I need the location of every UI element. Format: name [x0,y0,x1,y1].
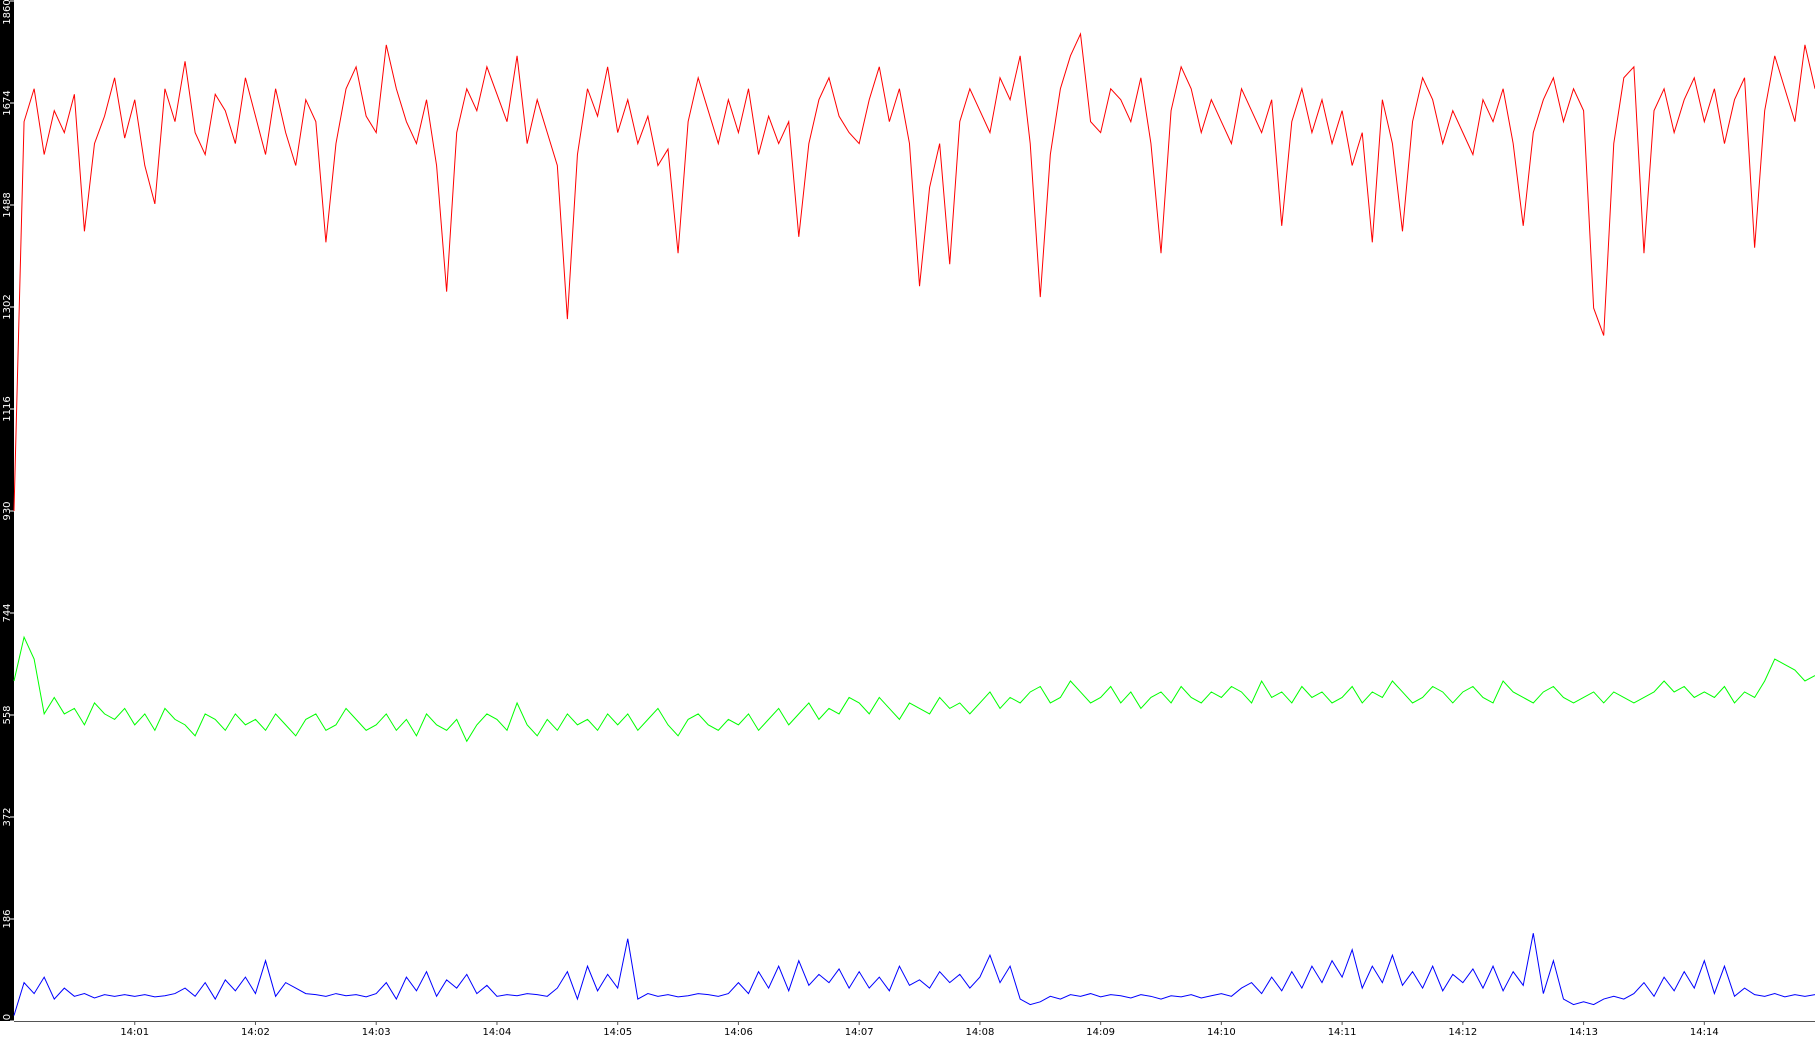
x-tick-label: 14:14 [1690,1027,1719,1038]
x-tick-label: 14:07 [845,1027,874,1038]
series-line [13,933,1815,1016]
series-line [13,635,1815,743]
x-tick-label: 14:09 [1086,1027,1115,1038]
series-line [13,32,1815,512]
x-tick-label: 14:06 [724,1027,753,1038]
y-tick-label: 744 [2,603,13,622]
y-tick-label: 0 [2,1014,13,1020]
x-tick-label: 14:12 [1448,1027,1477,1038]
x-tick-label: 14:11 [1328,1027,1357,1038]
y-tick-label: 372 [2,807,13,826]
x-tick-label: 14:01 [120,1027,149,1038]
x-tick-label: 14:03 [362,1027,391,1038]
x-tick-label: 14:13 [1569,1027,1598,1038]
y-tick-label: 1674 [2,90,13,115]
x-tick-label: 14:05 [603,1027,632,1038]
x-tick-label: 14:04 [483,1027,512,1038]
y-tick-label: 186 [2,909,13,928]
y-tick-label: 930 [2,501,13,520]
x-tick-label: 14:02 [241,1027,270,1038]
y-tick-label: 1302 [2,294,13,319]
y-tick-label: 1488 [2,192,13,217]
x-tick-label: 14:08 [965,1027,994,1038]
x-tick-label: 14:10 [1207,1027,1236,1038]
y-axis-strip [0,0,14,1021]
y-tick-label: 1860 [2,0,13,25]
y-tick-label: 558 [2,705,13,724]
y-tick-label: 1116 [2,396,13,421]
